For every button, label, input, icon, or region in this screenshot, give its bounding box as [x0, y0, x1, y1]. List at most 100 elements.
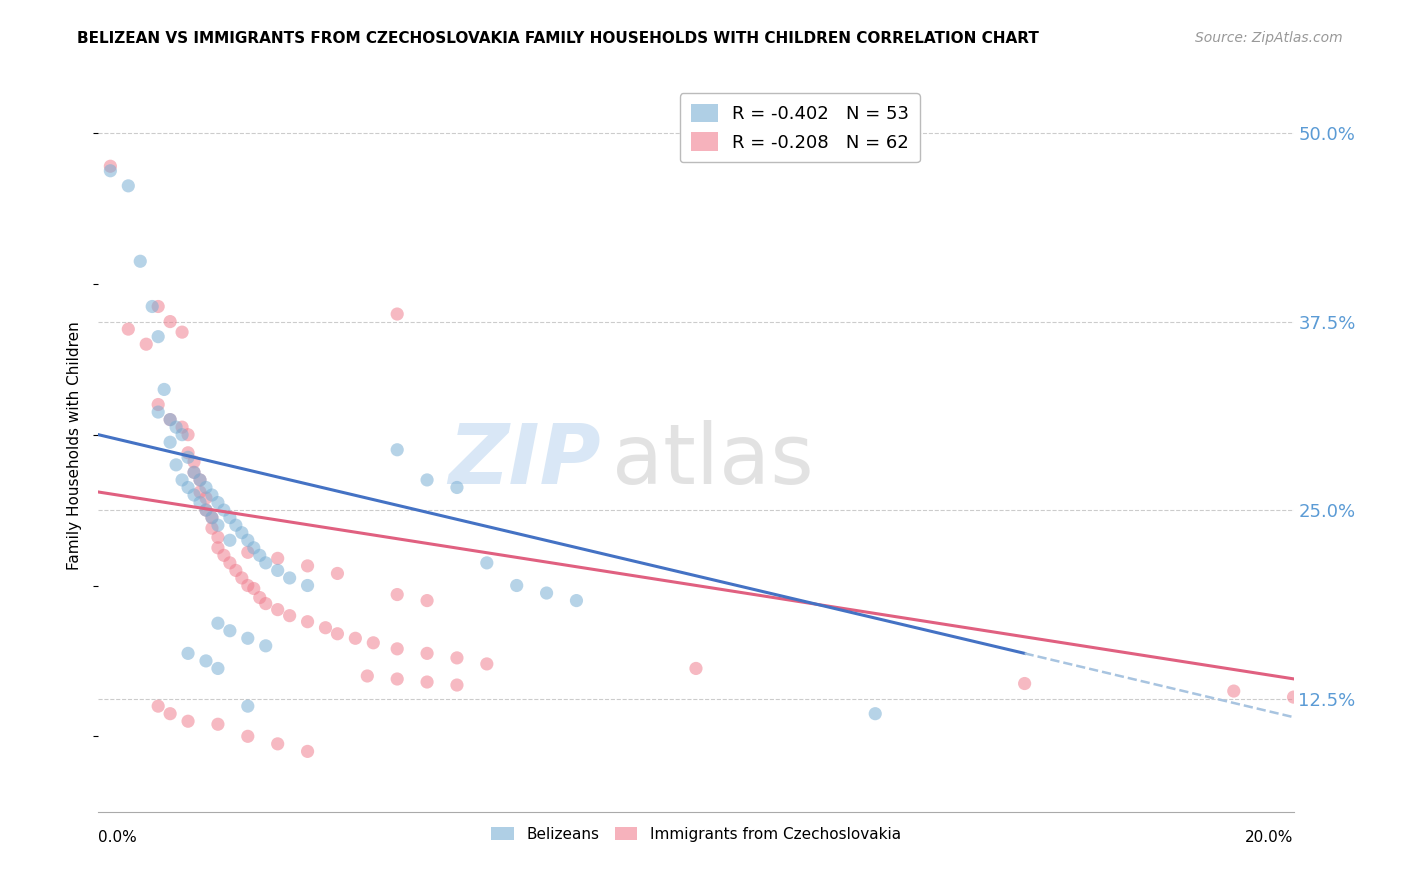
Text: atlas: atlas [613, 420, 814, 501]
Point [1282, 690, 1305, 705]
Point [231, 525, 253, 540]
Point [1014, 676, 1036, 690]
Point [177, 714, 200, 729]
Point [254, 639, 277, 653]
Point [236, 699, 259, 714]
Text: BELIZEAN VS IMMIGRANTS FROM CZECHOSLOVAKIA FAMILY HOUSEHOLDS WITH CHILDREN CORRE: BELIZEAN VS IMMIGRANTS FROM CZECHOSLOVAK… [77, 31, 1039, 46]
Text: ZIP: ZIP [447, 420, 600, 501]
Point [183, 466, 205, 480]
Point [446, 678, 468, 692]
Text: 20.0%: 20.0% [1246, 830, 1294, 845]
Point [249, 591, 271, 605]
Point [207, 717, 229, 731]
Point [183, 466, 205, 480]
Text: Source: ZipAtlas.com: Source: ZipAtlas.com [1195, 31, 1343, 45]
Point [207, 530, 229, 544]
Point [385, 442, 409, 457]
Point [363, 636, 385, 650]
Point [356, 669, 378, 683]
Point [141, 300, 163, 314]
Point [201, 510, 224, 524]
Point [135, 337, 157, 351]
Point [148, 329, 170, 343]
Point [416, 675, 439, 690]
Point [416, 473, 439, 487]
Point [1223, 684, 1246, 698]
Point [506, 578, 529, 592]
Point [207, 495, 229, 509]
Point [195, 654, 218, 668]
Point [98, 163, 122, 178]
Point [212, 549, 235, 563]
Point [236, 578, 259, 592]
Point [207, 661, 229, 675]
Point [267, 551, 290, 566]
Point [254, 556, 277, 570]
Point [148, 699, 170, 714]
Point [129, 254, 152, 268]
Point [865, 706, 887, 721]
Point [297, 615, 319, 629]
Point [188, 495, 211, 509]
Point [201, 488, 224, 502]
Point [385, 641, 409, 656]
Point [254, 597, 277, 611]
Point [172, 420, 194, 434]
Point [159, 706, 181, 721]
Text: 0.0%: 0.0% [98, 830, 138, 845]
Point [165, 458, 187, 472]
Point [148, 398, 170, 412]
Point [446, 651, 468, 665]
Point [236, 533, 259, 548]
Point [98, 159, 122, 173]
Y-axis label: Family Households with Children: Family Households with Children [67, 322, 83, 570]
Point [148, 405, 170, 419]
Point [475, 556, 498, 570]
Point [159, 412, 181, 426]
Point [212, 503, 235, 517]
Point [225, 563, 247, 577]
Point [385, 672, 409, 686]
Point [278, 571, 301, 585]
Point [172, 325, 194, 339]
Point [267, 737, 290, 751]
Point [475, 657, 498, 671]
Point [297, 744, 319, 758]
Point [172, 473, 194, 487]
Point [201, 510, 224, 524]
Point [231, 571, 253, 585]
Point [195, 491, 218, 505]
Point [536, 586, 558, 600]
Point [117, 178, 139, 193]
Legend: Belizeans, Immigrants from Czechoslovakia: Belizeans, Immigrants from Czechoslovaki… [485, 821, 907, 848]
Point [117, 322, 139, 336]
Point [225, 518, 247, 533]
Point [219, 556, 242, 570]
Point [344, 632, 367, 646]
Point [177, 450, 200, 465]
Point [159, 412, 181, 426]
Point [243, 541, 266, 555]
Point [188, 473, 211, 487]
Point [177, 446, 200, 460]
Point [236, 545, 259, 559]
Point [165, 420, 187, 434]
Point [188, 485, 211, 500]
Point [326, 626, 349, 640]
Point [446, 480, 468, 494]
Point [297, 558, 319, 573]
Point [326, 566, 349, 581]
Point [278, 608, 301, 623]
Point [267, 602, 290, 616]
Point [315, 621, 337, 635]
Point [177, 646, 200, 660]
Point [148, 300, 170, 314]
Point [236, 632, 259, 646]
Point [195, 503, 218, 517]
Point [195, 503, 218, 517]
Point [297, 578, 319, 592]
Point [207, 518, 229, 533]
Point [183, 488, 205, 502]
Point [249, 549, 271, 563]
Point [385, 307, 409, 321]
